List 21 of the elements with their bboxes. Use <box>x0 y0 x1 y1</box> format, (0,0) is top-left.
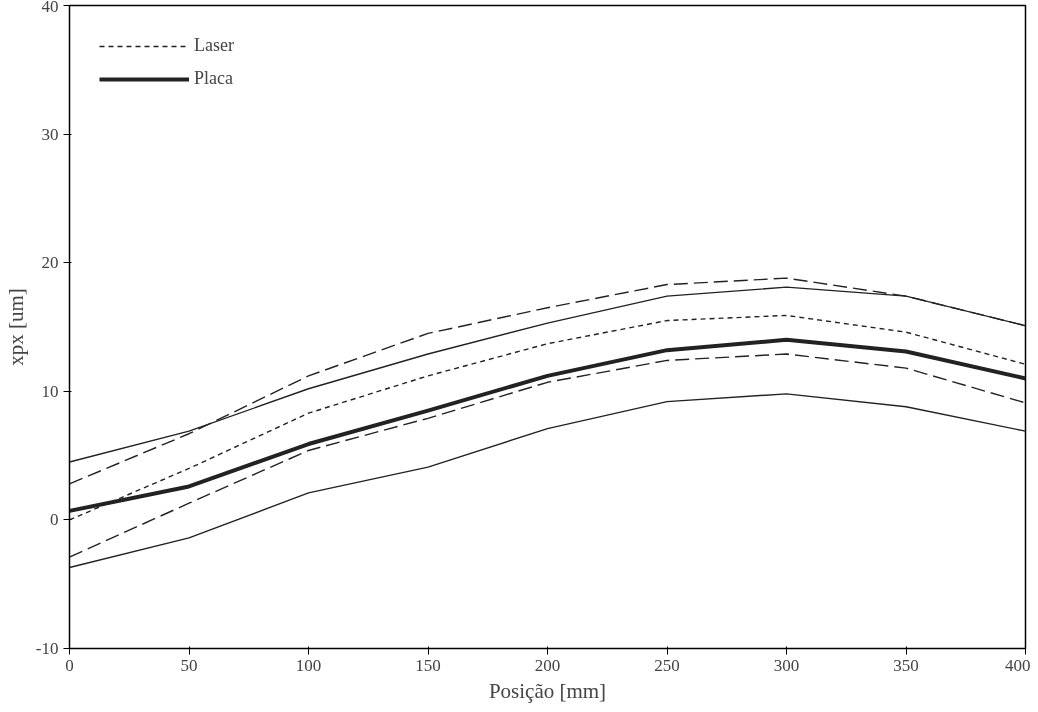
y-tick-label: 30 <box>41 124 59 144</box>
x-tick-label: 100 <box>295 655 322 675</box>
line-series <box>69 393 1026 569</box>
x-tick-label: 200 <box>534 655 561 675</box>
y-tick-label: 20 <box>41 253 59 273</box>
x-tick-label: 300 <box>773 655 800 675</box>
x-axis-title: Posição [mm] <box>488 678 607 703</box>
line-series <box>69 353 1026 558</box>
x-tick-label: 350 <box>893 655 919 675</box>
x-tick-label: 400 <box>1005 655 1031 675</box>
y-tick-label: -10 <box>35 639 59 658</box>
x-tick-label: 150 <box>415 655 441 675</box>
y-axis-title: xpx [um] <box>3 288 28 366</box>
legend-label: Laser <box>194 35 234 56</box>
y-tick-label: 10 <box>41 381 59 401</box>
legend-label: Placa <box>194 68 233 89</box>
x-tick-label: 0 <box>65 655 74 675</box>
y-tick-label: 0 <box>50 510 59 530</box>
x-tick-label: 250 <box>654 655 680 675</box>
y-tick-label: 40 <box>41 0 59 16</box>
x-tick-label: 50 <box>180 655 198 675</box>
